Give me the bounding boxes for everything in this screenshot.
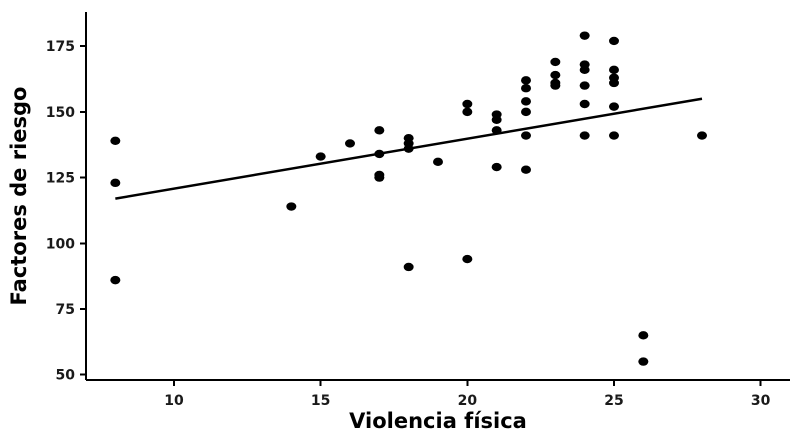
data-point: [491, 115, 502, 124]
data-point: [110, 178, 121, 188]
data-point: [579, 65, 590, 75]
data-point: [609, 131, 619, 140]
data-point: [550, 70, 561, 80]
y-tick-label: 100: [46, 236, 75, 252]
data-point: [638, 331, 649, 340]
data-point: [521, 84, 531, 93]
data-point: [550, 57, 561, 67]
data-point: [579, 99, 590, 109]
data-point: [374, 173, 385, 182]
data-point: [521, 76, 531, 85]
data-point: [315, 152, 326, 161]
data-point: [374, 126, 385, 135]
data-point: [110, 136, 121, 145]
x-axis-ticks: 10 15 20 25 30: [164, 380, 771, 409]
data-point: [462, 254, 473, 264]
x-axis-title: Violencia física: [349, 409, 527, 433]
data-point: [609, 102, 619, 111]
points-layer: [110, 31, 707, 366]
y-axis-ticks: 50 75 100 125 150 175: [46, 39, 86, 384]
x-tick-label: 25: [604, 393, 623, 409]
data-point: [697, 131, 707, 140]
data-point: [462, 99, 473, 109]
data-point: [286, 202, 297, 211]
y-tick-label: 50: [56, 368, 76, 384]
data-point: [433, 157, 443, 167]
x-tick-label: 15: [311, 393, 330, 409]
y-tick-label: 150: [46, 105, 75, 121]
data-point: [462, 107, 473, 117]
data-point: [579, 81, 590, 90]
y-tick-label: 175: [46, 39, 75, 55]
data-point: [403, 262, 414, 272]
data-point: [550, 81, 561, 90]
x-tick-label: 30: [751, 393, 771, 409]
y-tick-label: 125: [46, 171, 75, 187]
data-point: [609, 65, 619, 75]
data-point: [609, 36, 619, 46]
data-point: [579, 131, 590, 140]
y-tick-label: 75: [56, 302, 75, 318]
data-point: [521, 107, 531, 117]
data-point: [609, 78, 619, 88]
data-point: [491, 162, 502, 172]
y-axis-title: Factores de riesgo: [7, 87, 31, 306]
data-point: [345, 139, 355, 148]
data-point: [110, 275, 121, 285]
data-point: [579, 31, 590, 40]
trend-line: [115, 97, 703, 200]
x-tick-label: 20: [458, 393, 478, 409]
data-point: [521, 131, 531, 140]
data-point: [521, 97, 531, 106]
data-point: [521, 165, 531, 174]
data-point: [638, 357, 649, 366]
x-tick-label: 10: [164, 393, 184, 409]
